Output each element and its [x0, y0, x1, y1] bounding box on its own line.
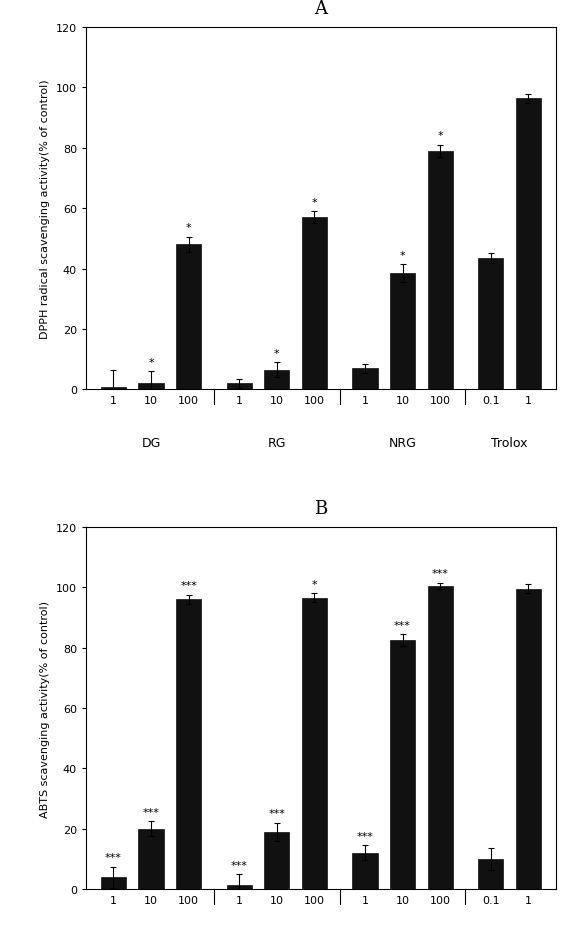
Bar [264, 832, 289, 889]
Y-axis label: ABTS scavenging activity(% of control): ABTS scavenging activity(% of control) [40, 600, 50, 817]
Text: ***: *** [231, 859, 248, 870]
Text: Trolox: Trolox [491, 437, 528, 450]
Title: B: B [314, 500, 328, 518]
Text: ***: *** [180, 580, 197, 591]
Bar [226, 885, 252, 889]
Text: *: * [312, 197, 317, 208]
Bar [352, 853, 378, 889]
Text: *: * [186, 223, 191, 233]
Text: ***: *** [356, 831, 374, 841]
Bar [478, 258, 503, 390]
Bar [478, 859, 503, 889]
Bar [139, 384, 164, 390]
Bar [427, 152, 453, 390]
Bar [352, 369, 378, 390]
Text: ***: *** [268, 809, 285, 818]
Text: *: * [312, 579, 317, 589]
Bar [139, 829, 164, 889]
Bar [390, 274, 415, 390]
Text: *: * [148, 358, 154, 367]
Bar [390, 640, 415, 889]
Text: ***: *** [431, 569, 449, 578]
Y-axis label: DPPH radical scavenging activity(% of control): DPPH radical scavenging activity(% of co… [40, 80, 50, 339]
Text: DG: DG [142, 437, 161, 450]
Bar [427, 586, 453, 889]
Text: *: * [274, 348, 280, 358]
Bar [516, 589, 541, 889]
Title: A: A [315, 0, 327, 18]
Text: ***: *** [143, 807, 159, 817]
Text: ***: *** [105, 852, 122, 862]
Text: NRG: NRG [388, 437, 417, 450]
Text: *: * [400, 250, 405, 260]
Bar [226, 384, 252, 390]
Bar [176, 600, 201, 889]
Bar [101, 388, 126, 390]
Text: RG: RG [268, 437, 286, 450]
Text: *: * [437, 131, 443, 141]
Text: ***: *** [394, 620, 411, 630]
Bar [176, 245, 201, 390]
Bar [264, 371, 289, 390]
Bar [302, 218, 327, 390]
Bar [302, 598, 327, 889]
Bar [101, 877, 126, 889]
Bar [516, 99, 541, 390]
